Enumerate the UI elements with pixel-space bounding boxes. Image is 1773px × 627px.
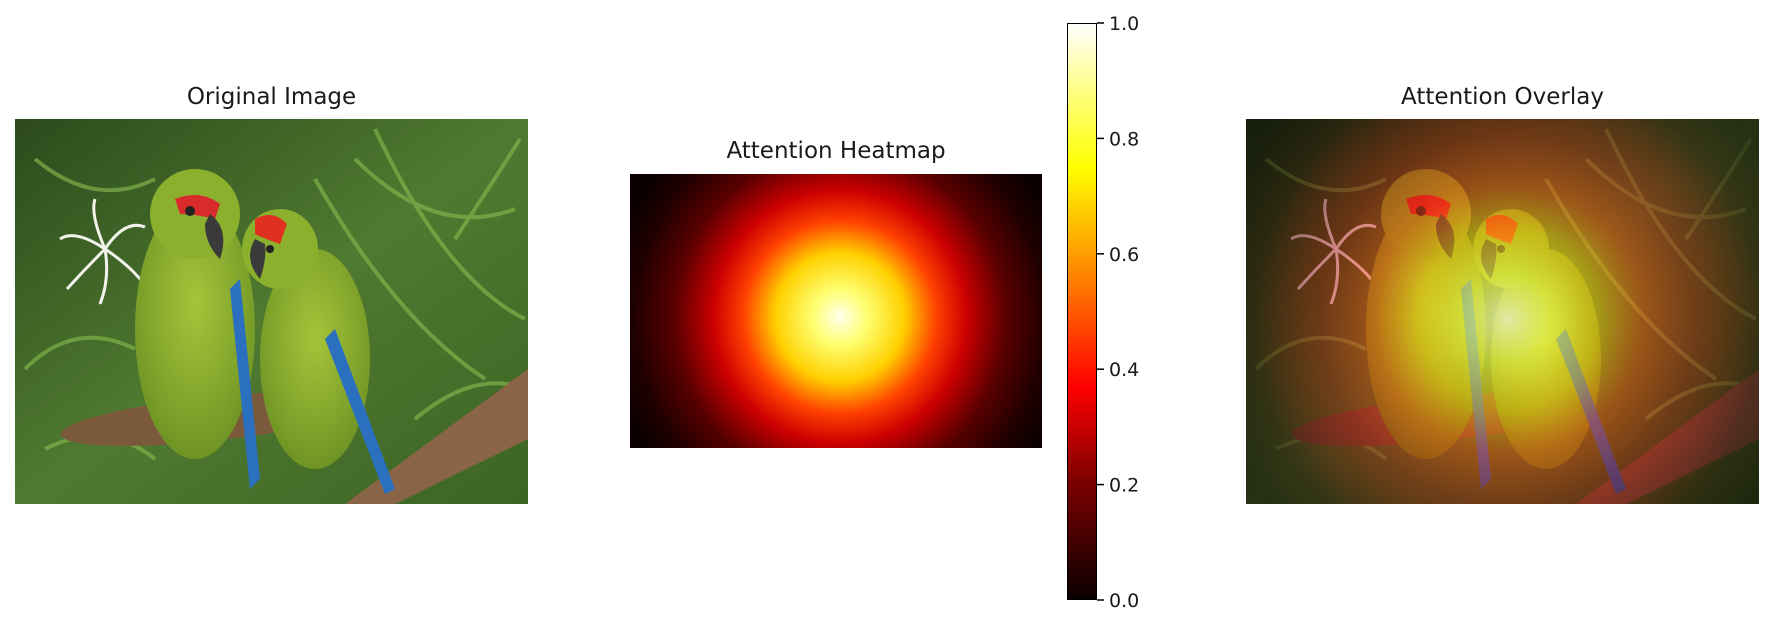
colorbar-tick-label: 0.2 xyxy=(1109,475,1139,497)
parrots-photo xyxy=(15,119,528,504)
original-image xyxy=(15,119,528,504)
colorbar xyxy=(1067,23,1097,600)
overlay-heat-layer xyxy=(1246,119,1759,504)
colorbar-tick-label: 0.4 xyxy=(1109,359,1139,381)
colorbar-tick-label: 0.0 xyxy=(1109,590,1139,612)
heatmap-title: Attention Heatmap xyxy=(726,138,946,164)
heatmap-field xyxy=(630,174,1042,448)
colorbar-gradient xyxy=(1068,24,1096,599)
heatmap-image xyxy=(630,174,1042,448)
attention-heatmap xyxy=(630,174,1042,448)
colorbar-tick-label: 0.6 xyxy=(1109,244,1139,266)
overlay-title: Attention Overlay xyxy=(1401,84,1604,110)
attention-overlay xyxy=(1246,119,1759,504)
colorbar-tick-label: 0.8 xyxy=(1109,128,1139,150)
original-image-title: Original Image xyxy=(186,84,357,110)
colorbar-tick-label: 1.0 xyxy=(1109,13,1139,35)
overlay-image xyxy=(1246,119,1759,504)
